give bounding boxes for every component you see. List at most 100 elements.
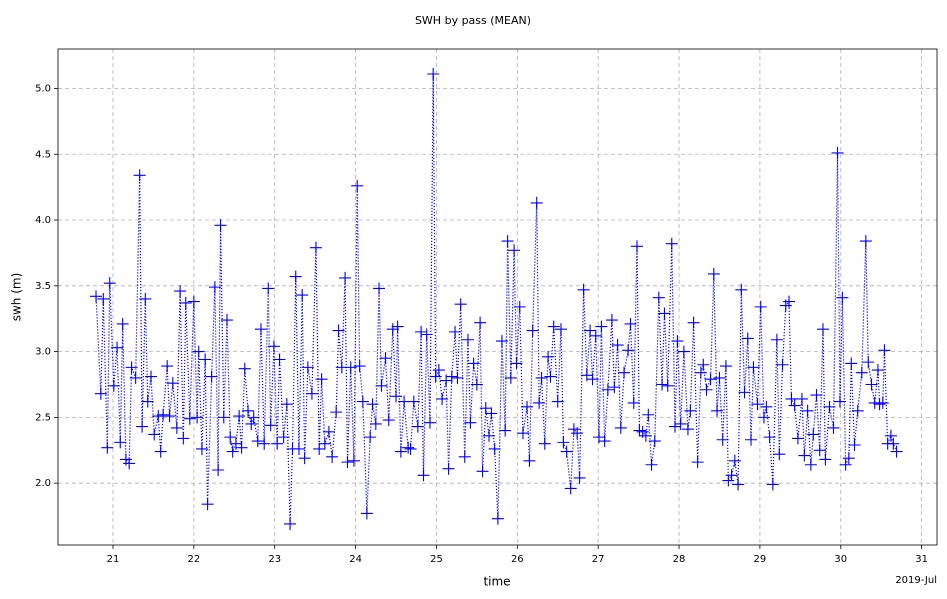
data-point (804, 458, 817, 471)
data-point (344, 361, 357, 374)
data-point (217, 411, 230, 424)
data-point (133, 169, 146, 182)
data-point (111, 341, 124, 354)
data-point (277, 431, 290, 444)
data-point (212, 464, 225, 477)
data-point (298, 452, 311, 465)
data-point (795, 392, 808, 405)
data-point (379, 352, 392, 365)
data-point (819, 453, 832, 466)
data-line (95, 73, 898, 524)
data-point (747, 361, 760, 374)
chart-title: SWH by pass (MEAN) (415, 14, 531, 27)
data-point (681, 423, 694, 436)
data-point (622, 344, 635, 357)
data-point (639, 429, 652, 442)
data-point (394, 445, 407, 458)
data-point (154, 445, 167, 458)
data-point (633, 424, 646, 437)
data-point (530, 196, 543, 209)
x-tick-label: 24 (349, 554, 362, 565)
data-point (595, 320, 608, 333)
data-point (271, 437, 284, 450)
data-point (501, 235, 514, 248)
data-point (656, 378, 669, 391)
data-point (97, 292, 110, 305)
data-point (292, 442, 305, 455)
data-point (360, 507, 373, 520)
data-point (584, 324, 597, 337)
data-point (608, 381, 621, 394)
y-tick-label: 4.0 (35, 215, 51, 226)
data-point (326, 450, 339, 463)
data-point (235, 441, 248, 454)
data-point (711, 404, 724, 417)
data-point (339, 271, 352, 284)
data-point (258, 437, 271, 450)
data-point (816, 323, 829, 336)
data-point (833, 395, 846, 408)
data-point (876, 396, 889, 409)
data-point (510, 357, 523, 370)
data-point (630, 240, 643, 253)
data-point (442, 462, 455, 475)
data-point (305, 387, 318, 400)
data-point (139, 292, 152, 305)
data-point (661, 379, 674, 392)
data-point (831, 146, 844, 159)
data-point (848, 439, 861, 452)
data-point (722, 474, 735, 487)
data-point (417, 469, 430, 482)
data-point (427, 67, 440, 80)
data-point (798, 449, 811, 462)
data-point (318, 437, 331, 450)
data-point (884, 429, 897, 442)
data-point (309, 241, 322, 254)
data-point (677, 345, 690, 358)
data-point (136, 420, 149, 433)
data-point (589, 329, 602, 342)
data-point (671, 335, 684, 348)
data-point (564, 482, 577, 495)
data-point (499, 424, 512, 437)
data-point (618, 366, 631, 379)
data-point (445, 370, 458, 383)
data-point (195, 442, 208, 455)
data-point (538, 437, 551, 450)
data-point (467, 357, 480, 370)
data-point (163, 410, 176, 423)
data-point (836, 291, 849, 304)
data-point (429, 370, 442, 383)
x-tick-label: 25 (430, 554, 443, 565)
data-point (691, 456, 704, 469)
data-point (116, 317, 129, 330)
data-point (166, 377, 179, 390)
data-point (887, 437, 900, 450)
data-point (859, 235, 872, 248)
data-point (700, 383, 713, 396)
y-axis-label: swh (m) (10, 273, 24, 322)
y-tick-label: 3.0 (35, 347, 51, 358)
data-point (488, 442, 501, 455)
data-point (605, 314, 618, 327)
data-point (551, 395, 564, 408)
data-point (415, 325, 428, 338)
data-point (454, 298, 467, 311)
data-point (221, 314, 234, 327)
x-tick-label: 23 (268, 554, 281, 565)
data-point (179, 296, 192, 309)
data-point (862, 356, 875, 369)
data-point (855, 366, 868, 379)
data-point (785, 392, 798, 405)
data-point (725, 469, 738, 482)
data-point (642, 408, 655, 421)
data-point (226, 445, 239, 458)
data-point (404, 442, 417, 455)
data-point (375, 379, 388, 392)
data-point (598, 435, 611, 448)
data-point (284, 517, 297, 530)
data-point (839, 458, 852, 471)
data-point (332, 324, 345, 337)
data-point (247, 411, 260, 424)
data-point (611, 339, 624, 352)
